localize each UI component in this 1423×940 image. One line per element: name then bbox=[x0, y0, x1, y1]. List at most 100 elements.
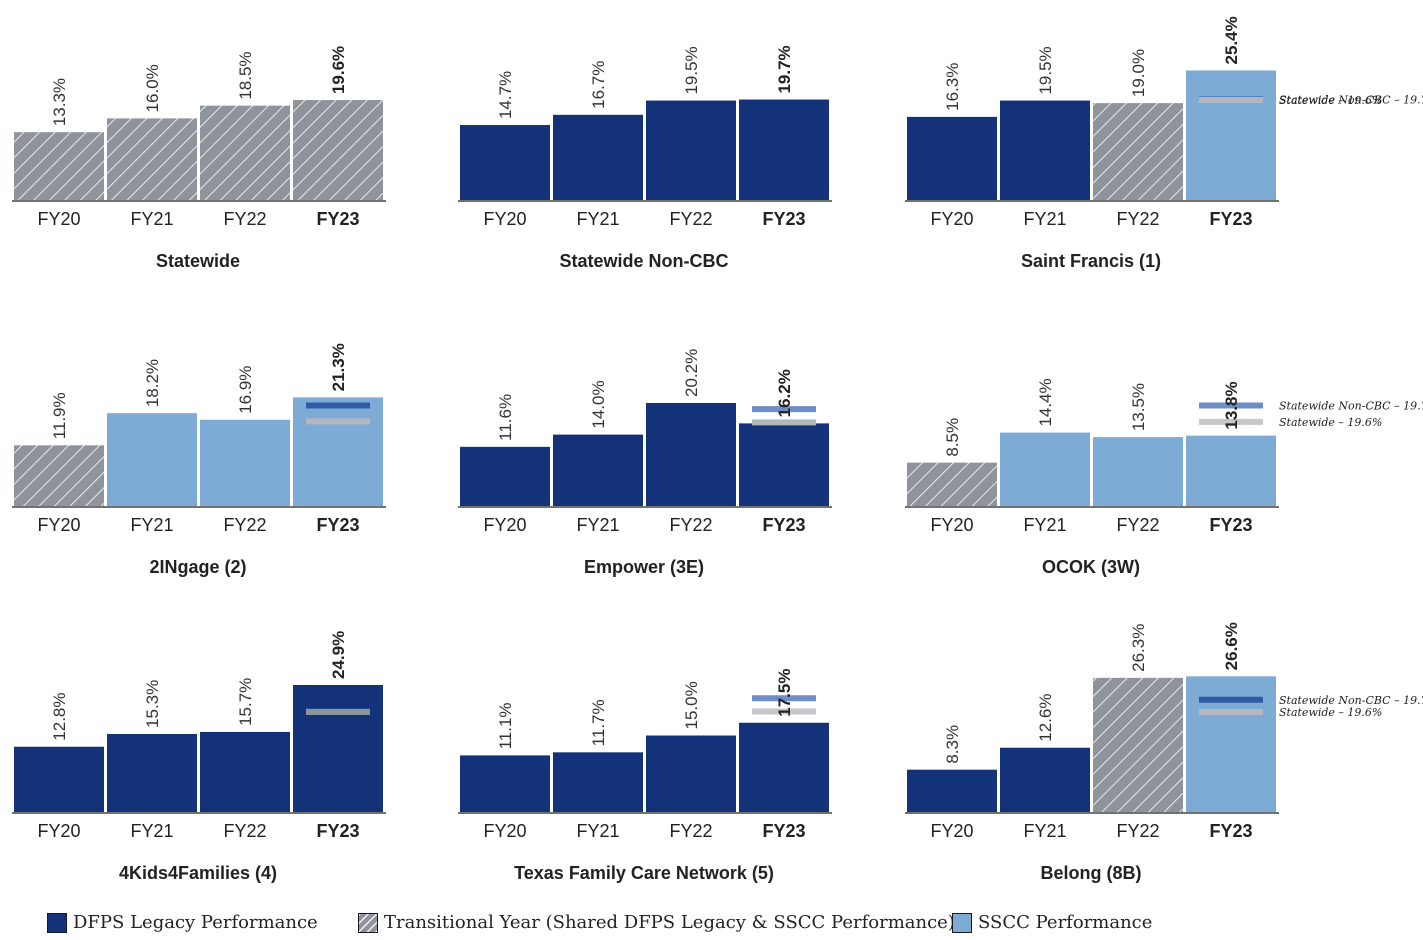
chart-panel: Statewide Non-CBC – 19.7%Statewide – 19.… bbox=[905, 16, 1423, 271]
bar bbox=[1000, 747, 1090, 812]
bar bbox=[200, 105, 290, 200]
bar bbox=[739, 722, 829, 812]
bar bbox=[1186, 70, 1276, 201]
bar bbox=[553, 114, 643, 200]
chart-panel: 11.6% 14.0% 20.2% 16.2% FY20 FY21 FY22 FY23 Empo… bbox=[458, 349, 832, 577]
category-label: FY23 bbox=[316, 821, 359, 841]
value-label: 16.7% bbox=[589, 61, 608, 109]
chart-title: 4Kids4Families (4) bbox=[119, 863, 277, 883]
chart-title: Statewide Non-CBC bbox=[559, 251, 728, 271]
value-label: 16.0% bbox=[143, 64, 162, 112]
category-label: FY22 bbox=[669, 515, 712, 535]
category-label: FY23 bbox=[762, 209, 805, 229]
bar bbox=[200, 419, 290, 506]
bar bbox=[1000, 432, 1090, 506]
legend-item-transitional: Transitional Year (Shared DFPS Legacy & … bbox=[358, 912, 955, 933]
category-label: FY21 bbox=[576, 821, 619, 841]
bar bbox=[460, 125, 550, 200]
value-label: 15.0% bbox=[682, 681, 701, 729]
category-label: FY20 bbox=[483, 209, 526, 229]
category-label: FY20 bbox=[483, 515, 526, 535]
category-label: FY20 bbox=[37, 821, 80, 841]
category-label: FY23 bbox=[316, 515, 359, 535]
value-label: 8.3% bbox=[943, 725, 962, 764]
value-label: 16.2% bbox=[775, 369, 794, 417]
category-label: FY23 bbox=[1209, 515, 1252, 535]
value-label: 12.8% bbox=[50, 693, 69, 741]
category-label: FY22 bbox=[223, 209, 266, 229]
value-label: 19.0% bbox=[1129, 49, 1148, 97]
bar bbox=[553, 434, 643, 506]
bar bbox=[646, 100, 736, 200]
category-label: FY20 bbox=[37, 209, 80, 229]
value-label: 19.7% bbox=[775, 45, 794, 93]
value-label: 13.3% bbox=[50, 78, 69, 126]
category-label: FY22 bbox=[1116, 821, 1159, 841]
chart-title: Empower (3E) bbox=[584, 557, 704, 577]
chart-panel: 12.8% 15.3% 15.7% 24.9% FY20 FY21 FY22 FY23 4Kid… bbox=[12, 631, 386, 883]
category-label: FY21 bbox=[1023, 515, 1066, 535]
bar bbox=[907, 769, 997, 812]
category-label: FY21 bbox=[1023, 821, 1066, 841]
category-label: FY21 bbox=[130, 209, 173, 229]
value-label: 25.4% bbox=[1222, 16, 1241, 64]
value-label: 11.9% bbox=[50, 392, 69, 439]
legend-item-sscc: SSCC Performance bbox=[952, 912, 1152, 933]
reference-line-label: Statewide Non-CBC – 19.7% bbox=[1279, 400, 1423, 413]
legend-label-transitional: Transitional Year (Shared DFPS Legacy & … bbox=[384, 912, 955, 933]
value-label: 16.3% bbox=[943, 63, 962, 111]
bar bbox=[739, 99, 829, 200]
value-label: 14.7% bbox=[496, 71, 515, 119]
chart-title: 2INgage (2) bbox=[149, 557, 246, 577]
legend-item-dfps: DFPS Legacy Performance bbox=[47, 912, 318, 933]
bar bbox=[739, 423, 829, 506]
category-label: FY21 bbox=[576, 515, 619, 535]
value-label: 19.6% bbox=[329, 46, 348, 94]
value-label: 14.4% bbox=[1036, 378, 1055, 426]
bar bbox=[293, 685, 383, 812]
bar bbox=[646, 402, 736, 506]
category-label: FY23 bbox=[1209, 209, 1252, 229]
bar bbox=[460, 446, 550, 506]
category-label: FY20 bbox=[930, 821, 973, 841]
bar bbox=[14, 445, 104, 506]
bar bbox=[1093, 677, 1183, 812]
reference-line-label: Statewide – 19.6% bbox=[1279, 706, 1382, 719]
value-label: 11.7% bbox=[589, 699, 608, 746]
bar bbox=[460, 755, 550, 812]
category-label: FY22 bbox=[669, 821, 712, 841]
reference-line-label: Statewide – 19.6% bbox=[1279, 94, 1382, 107]
category-label: FY23 bbox=[1209, 821, 1252, 841]
chart-title: Saint Francis (1) bbox=[1021, 251, 1161, 271]
category-label: FY22 bbox=[1116, 209, 1159, 229]
charts-grid: 13.3% 16.0% 18.5% 19.6% FY20 FY21 FY22 FY23 Stat… bbox=[12, 16, 1423, 883]
value-label: 13.5% bbox=[1129, 383, 1148, 431]
category-label: FY21 bbox=[130, 515, 173, 535]
value-label: 15.3% bbox=[143, 680, 162, 728]
bar bbox=[1093, 103, 1183, 200]
legend-swatch-transitional bbox=[358, 912, 378, 933]
value-label: 11.6% bbox=[496, 394, 515, 441]
bar bbox=[1186, 435, 1276, 506]
chart-panel: 13.3% 16.0% 18.5% 19.6% FY20 FY21 FY22 FY23 Stat… bbox=[12, 46, 386, 271]
value-label: 24.9% bbox=[329, 631, 348, 679]
value-label: 19.5% bbox=[682, 46, 701, 94]
bar bbox=[907, 116, 997, 200]
reference-line-label: Statewide – 19.6% bbox=[1279, 416, 1382, 429]
legend-swatch-dfps bbox=[47, 912, 67, 933]
chart-panel: 11.1% 11.7% 15.0% 17.5% FY20 FY21 FY22 FY23 Texa… bbox=[458, 669, 832, 883]
bar bbox=[14, 132, 104, 200]
bar bbox=[1186, 676, 1276, 812]
category-label: FY22 bbox=[223, 821, 266, 841]
bar bbox=[646, 735, 736, 812]
value-label: 19.5% bbox=[1036, 46, 1055, 94]
category-label: FY20 bbox=[37, 515, 80, 535]
category-label: FY23 bbox=[762, 515, 805, 535]
legend-label-sscc: SSCC Performance bbox=[978, 912, 1153, 933]
value-label: 16.9% bbox=[236, 366, 255, 414]
value-label: 13.8% bbox=[1222, 381, 1241, 429]
value-label: 21.3% bbox=[329, 343, 348, 391]
chart-panel: Statewide Non-CBC – 19.7%Statewide – 19.… bbox=[905, 622, 1423, 883]
bar bbox=[1093, 437, 1183, 506]
reference-line-label: Statewide Non-CBC – 19.7% bbox=[1279, 694, 1423, 707]
